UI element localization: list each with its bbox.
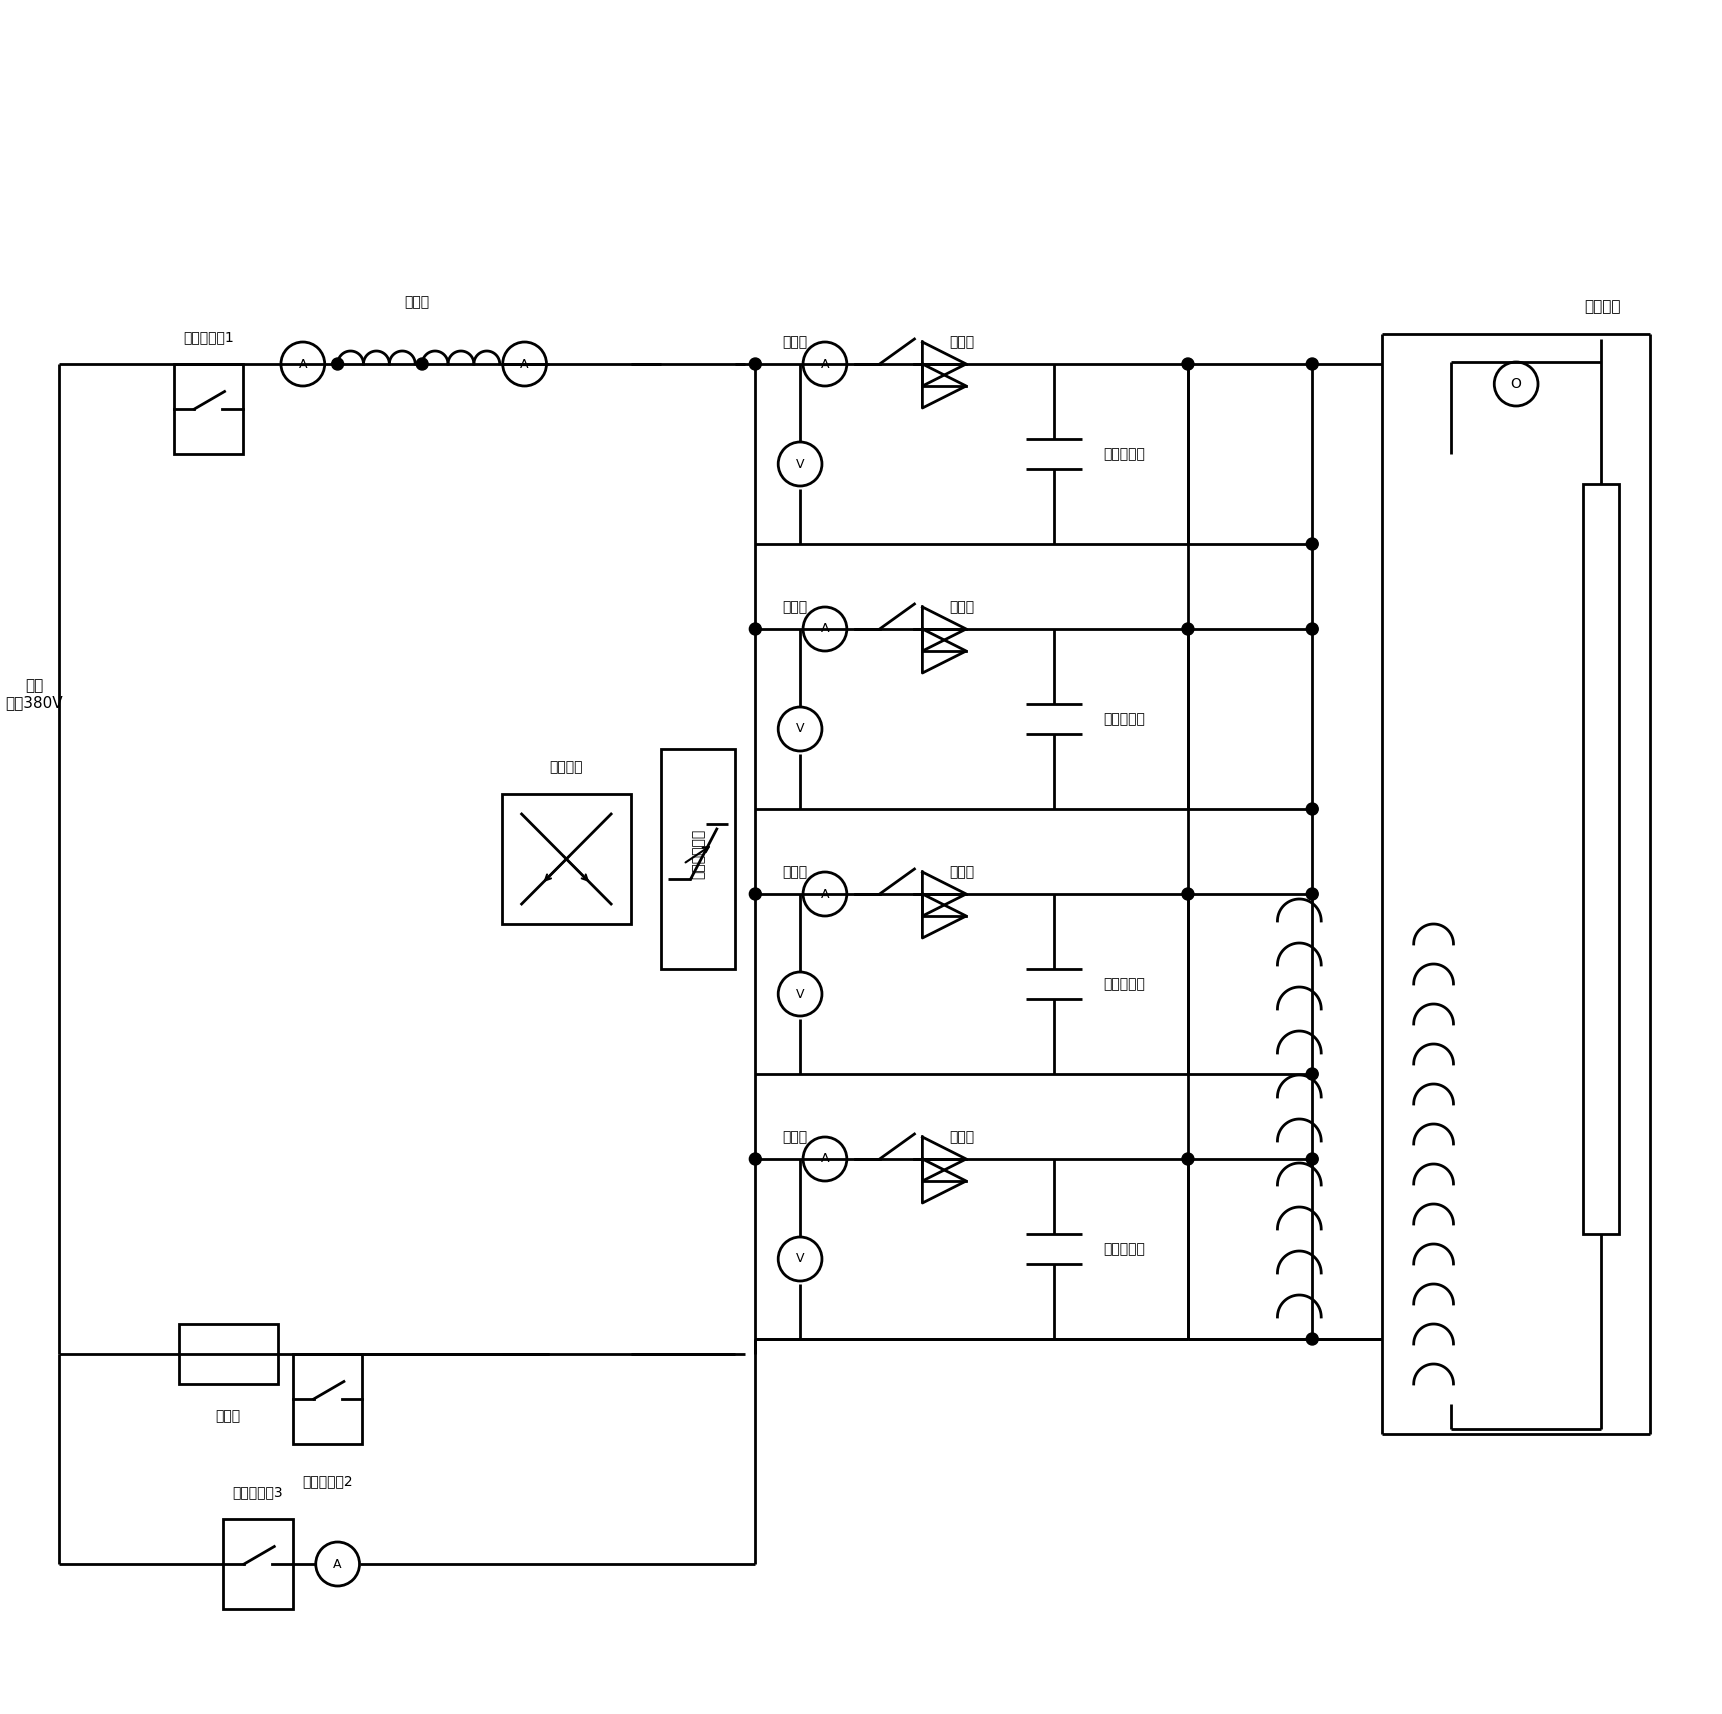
Bar <box>501 794 630 924</box>
Text: 直流高压开关: 直流高压开关 <box>691 830 704 879</box>
Text: A: A <box>821 622 830 636</box>
Text: 可控硅: 可控硅 <box>949 600 975 614</box>
Text: 可控硅: 可控硅 <box>949 866 975 879</box>
Text: V: V <box>796 1253 804 1265</box>
Text: 断路器: 断路器 <box>782 334 808 350</box>
Text: A: A <box>298 358 307 370</box>
Bar <box>179 1323 277 1383</box>
Text: O: O <box>1510 377 1522 391</box>
Text: 交流接触器3: 交流接触器3 <box>232 1484 284 1500</box>
Circle shape <box>1307 1333 1319 1345</box>
Text: 断路器: 断路器 <box>782 866 808 879</box>
Circle shape <box>1181 1154 1193 1166</box>
Circle shape <box>1307 622 1319 634</box>
Text: 断路器: 断路器 <box>782 600 808 614</box>
Circle shape <box>749 358 761 370</box>
Circle shape <box>1181 888 1193 900</box>
Circle shape <box>749 1154 761 1166</box>
Text: 储能电容器: 储能电容器 <box>1104 711 1145 727</box>
Circle shape <box>749 888 761 900</box>
Circle shape <box>1307 538 1319 550</box>
Text: 储能电容器: 储能电容器 <box>1104 447 1145 461</box>
Circle shape <box>1307 358 1319 370</box>
Bar <box>1583 483 1619 1234</box>
Text: V: V <box>796 987 804 1001</box>
Text: A: A <box>520 358 529 370</box>
Text: 可控硅: 可控硅 <box>949 1130 975 1143</box>
Circle shape <box>1181 622 1193 634</box>
Bar <box>661 749 735 968</box>
Text: 柔性线圈: 柔性线圈 <box>1584 298 1620 314</box>
Text: 交流接触器2: 交流接触器2 <box>303 1474 353 1488</box>
Text: 输入
交流380V: 输入 交流380V <box>5 677 64 710</box>
Text: 储能电容器: 储能电容器 <box>1104 1243 1145 1256</box>
Circle shape <box>417 358 429 370</box>
Text: A: A <box>821 358 830 370</box>
Circle shape <box>1307 888 1319 900</box>
Circle shape <box>332 358 344 370</box>
Text: A: A <box>821 1152 830 1166</box>
Text: A: A <box>821 888 830 900</box>
Text: 交流接触器1: 交流接触器1 <box>183 331 234 345</box>
Text: V: V <box>796 458 804 471</box>
Circle shape <box>1307 1154 1319 1166</box>
Circle shape <box>749 622 761 634</box>
Text: 储能电容器: 储能电容器 <box>1104 977 1145 991</box>
Text: 调压器: 调压器 <box>215 1409 241 1423</box>
Text: 升压器: 升压器 <box>405 295 430 309</box>
Text: 断路器: 断路器 <box>782 1130 808 1143</box>
Bar <box>174 363 243 454</box>
Circle shape <box>1307 802 1319 814</box>
Circle shape <box>1181 358 1193 370</box>
Text: 整流回路: 整流回路 <box>549 759 584 775</box>
Text: A: A <box>334 1558 343 1570</box>
Circle shape <box>1307 1068 1319 1080</box>
Bar <box>224 1519 293 1609</box>
Text: 可控硅: 可控硅 <box>949 334 975 350</box>
Bar <box>293 1354 363 1443</box>
Text: V: V <box>796 723 804 735</box>
